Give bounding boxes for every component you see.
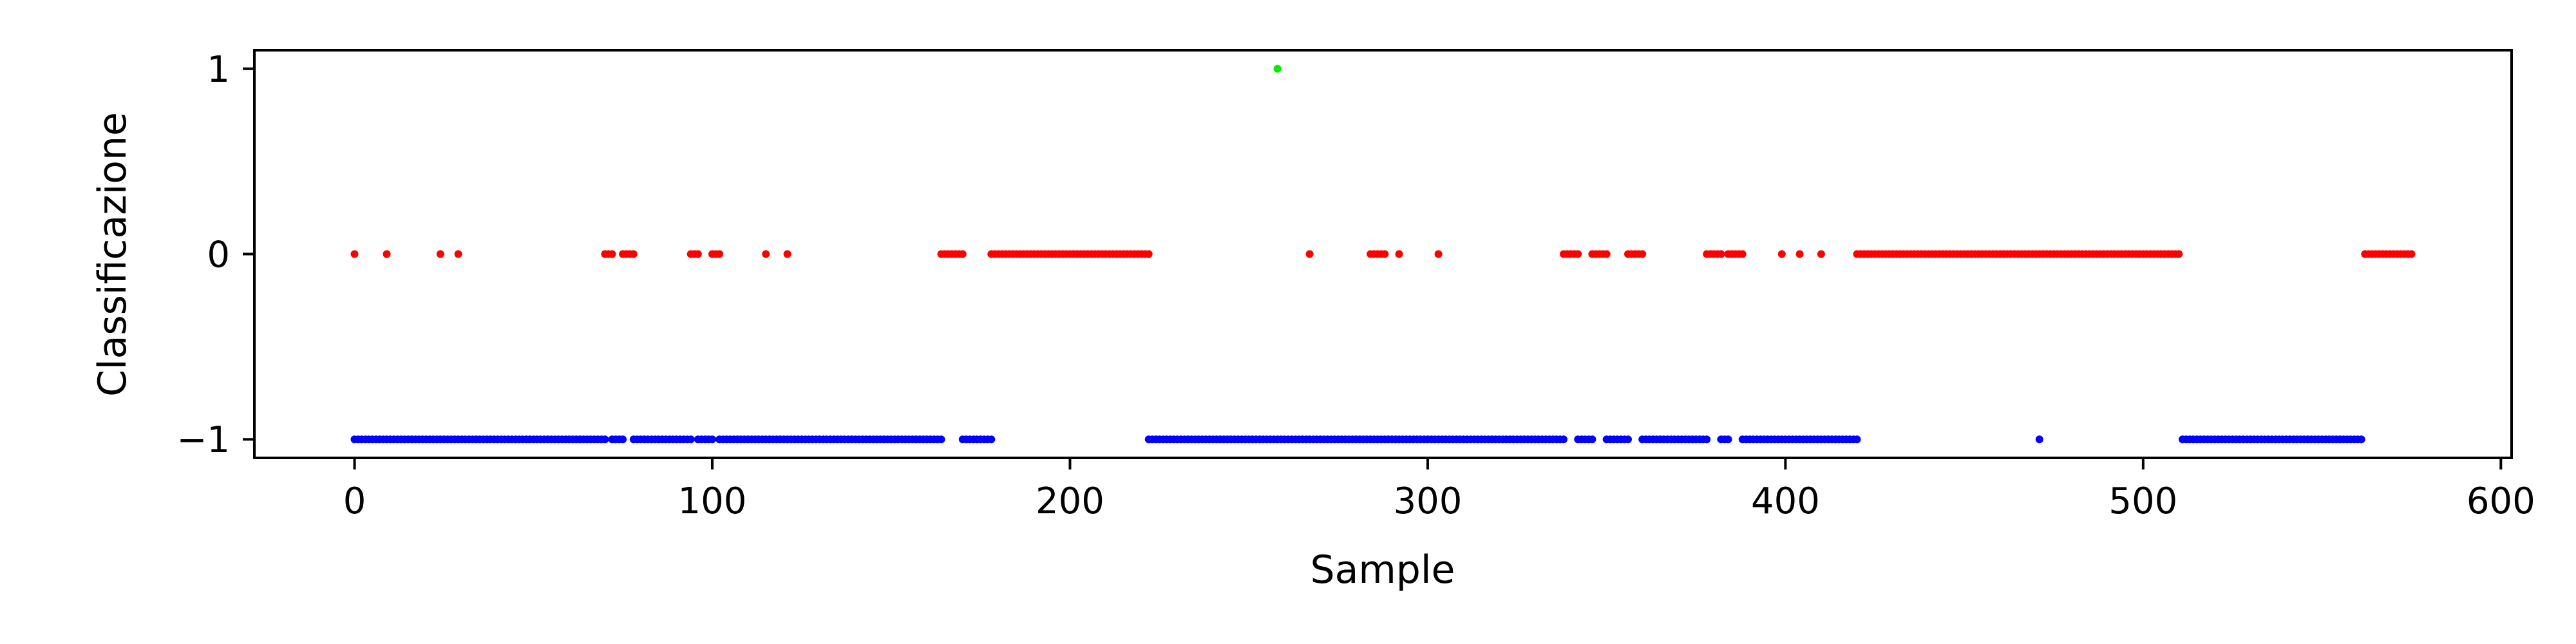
data-point [1738, 250, 1747, 258]
data-point [1560, 435, 1567, 444]
x-axis-title: Sample [1311, 547, 1455, 592]
data-point [1273, 64, 1282, 73]
data-point [1395, 250, 1403, 258]
data-point [601, 435, 609, 444]
x-tick-label: 400 [1751, 480, 1820, 522]
data-point [694, 250, 702, 258]
data-point [1381, 250, 1389, 258]
data-point [608, 250, 616, 258]
data-point [1638, 250, 1647, 258]
data-point [708, 435, 716, 444]
data-point [987, 435, 996, 444]
data-point [937, 435, 945, 444]
data-point [2407, 250, 2416, 258]
data-point [762, 250, 770, 258]
x-tick-label: 100 [678, 480, 747, 522]
plot-marks [350, 64, 2416, 444]
data-point [383, 250, 391, 258]
data-point [1144, 250, 1153, 258]
data-point [1795, 250, 1804, 258]
data-point [1853, 435, 1861, 444]
x-tick-label: 500 [2108, 480, 2177, 522]
data-point [2035, 435, 2043, 444]
data-point [687, 435, 695, 444]
data-point [1434, 250, 1443, 258]
x-tick-label: 0 [343, 480, 366, 522]
x-tick-label: 200 [1036, 480, 1104, 522]
data-point [1777, 250, 1786, 258]
data-point [1703, 435, 1711, 444]
y-tick-label: 0 [207, 234, 230, 276]
y-tick-label: 1 [207, 49, 230, 91]
data-point [1717, 250, 1725, 258]
data-point [1574, 250, 1582, 258]
data-point [1305, 250, 1314, 258]
data-point [2175, 250, 2183, 258]
data-point [2357, 435, 2365, 444]
data-point [619, 435, 627, 444]
data-point [783, 250, 791, 258]
x-axis-ticks: 0 100 200 300 400 500 600 [343, 458, 2535, 522]
x-tick-label: 600 [2467, 480, 2535, 522]
data-point [629, 250, 638, 258]
data-point [1624, 435, 1632, 444]
y-axis-title: Classificazione [90, 112, 135, 397]
data-point [436, 250, 444, 258]
x-tick-label: 300 [1393, 480, 1462, 522]
data-point [958, 250, 967, 258]
data-point [1602, 250, 1611, 258]
y-axis-ticks: 1 0 −1 [176, 49, 254, 461]
data-point [454, 250, 462, 258]
data-point [715, 250, 724, 258]
y-tick-label: −1 [176, 419, 230, 461]
data-point [1817, 250, 1825, 258]
data-point [1588, 435, 1596, 444]
data-point [1724, 435, 1732, 444]
data-point [350, 250, 359, 258]
